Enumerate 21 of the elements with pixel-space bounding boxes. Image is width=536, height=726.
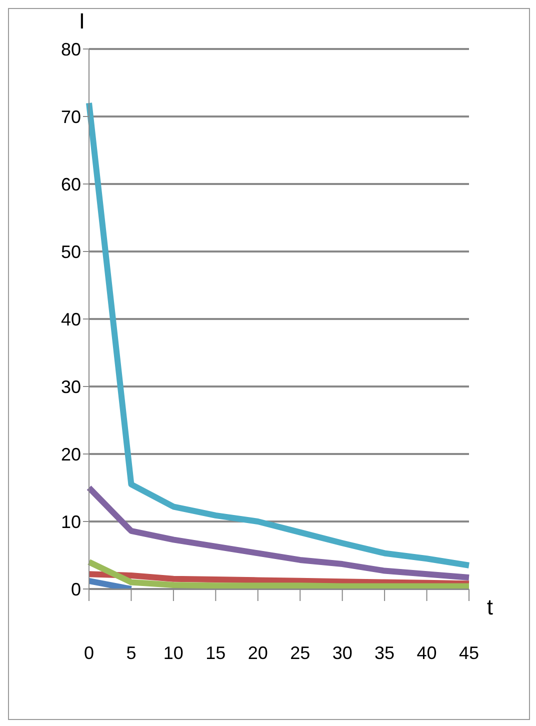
- x-tick-label: 20: [248, 642, 268, 663]
- y-axis-title: I: [78, 8, 85, 34]
- y-tick-label: 10: [60, 512, 81, 532]
- y-tick-label: 40: [60, 309, 81, 330]
- y-tick-label: 50: [60, 242, 81, 262]
- x-tick-label: 35: [374, 642, 395, 663]
- y-tick-label: 20: [60, 444, 81, 464]
- x-tick-label: 10: [163, 642, 184, 663]
- x-tick-label: 30: [332, 642, 352, 663]
- y-tick-label: 60: [60, 174, 81, 194]
- y-tick-label: 80: [60, 39, 81, 60]
- x-tick-label: 5: [126, 642, 136, 663]
- x-tick-label: 45: [458, 642, 480, 663]
- x-axis-title: t: [486, 594, 493, 620]
- y-tick-label: 30: [60, 376, 81, 397]
- x-tick-label: 40: [416, 642, 437, 663]
- x-tick-label: 15: [206, 642, 226, 663]
- x-tick-label: 0: [84, 642, 94, 663]
- y-tick-label: 0: [70, 579, 81, 600]
- y-tick-label: 70: [60, 106, 81, 127]
- x-tick-label: 25: [290, 642, 310, 663]
